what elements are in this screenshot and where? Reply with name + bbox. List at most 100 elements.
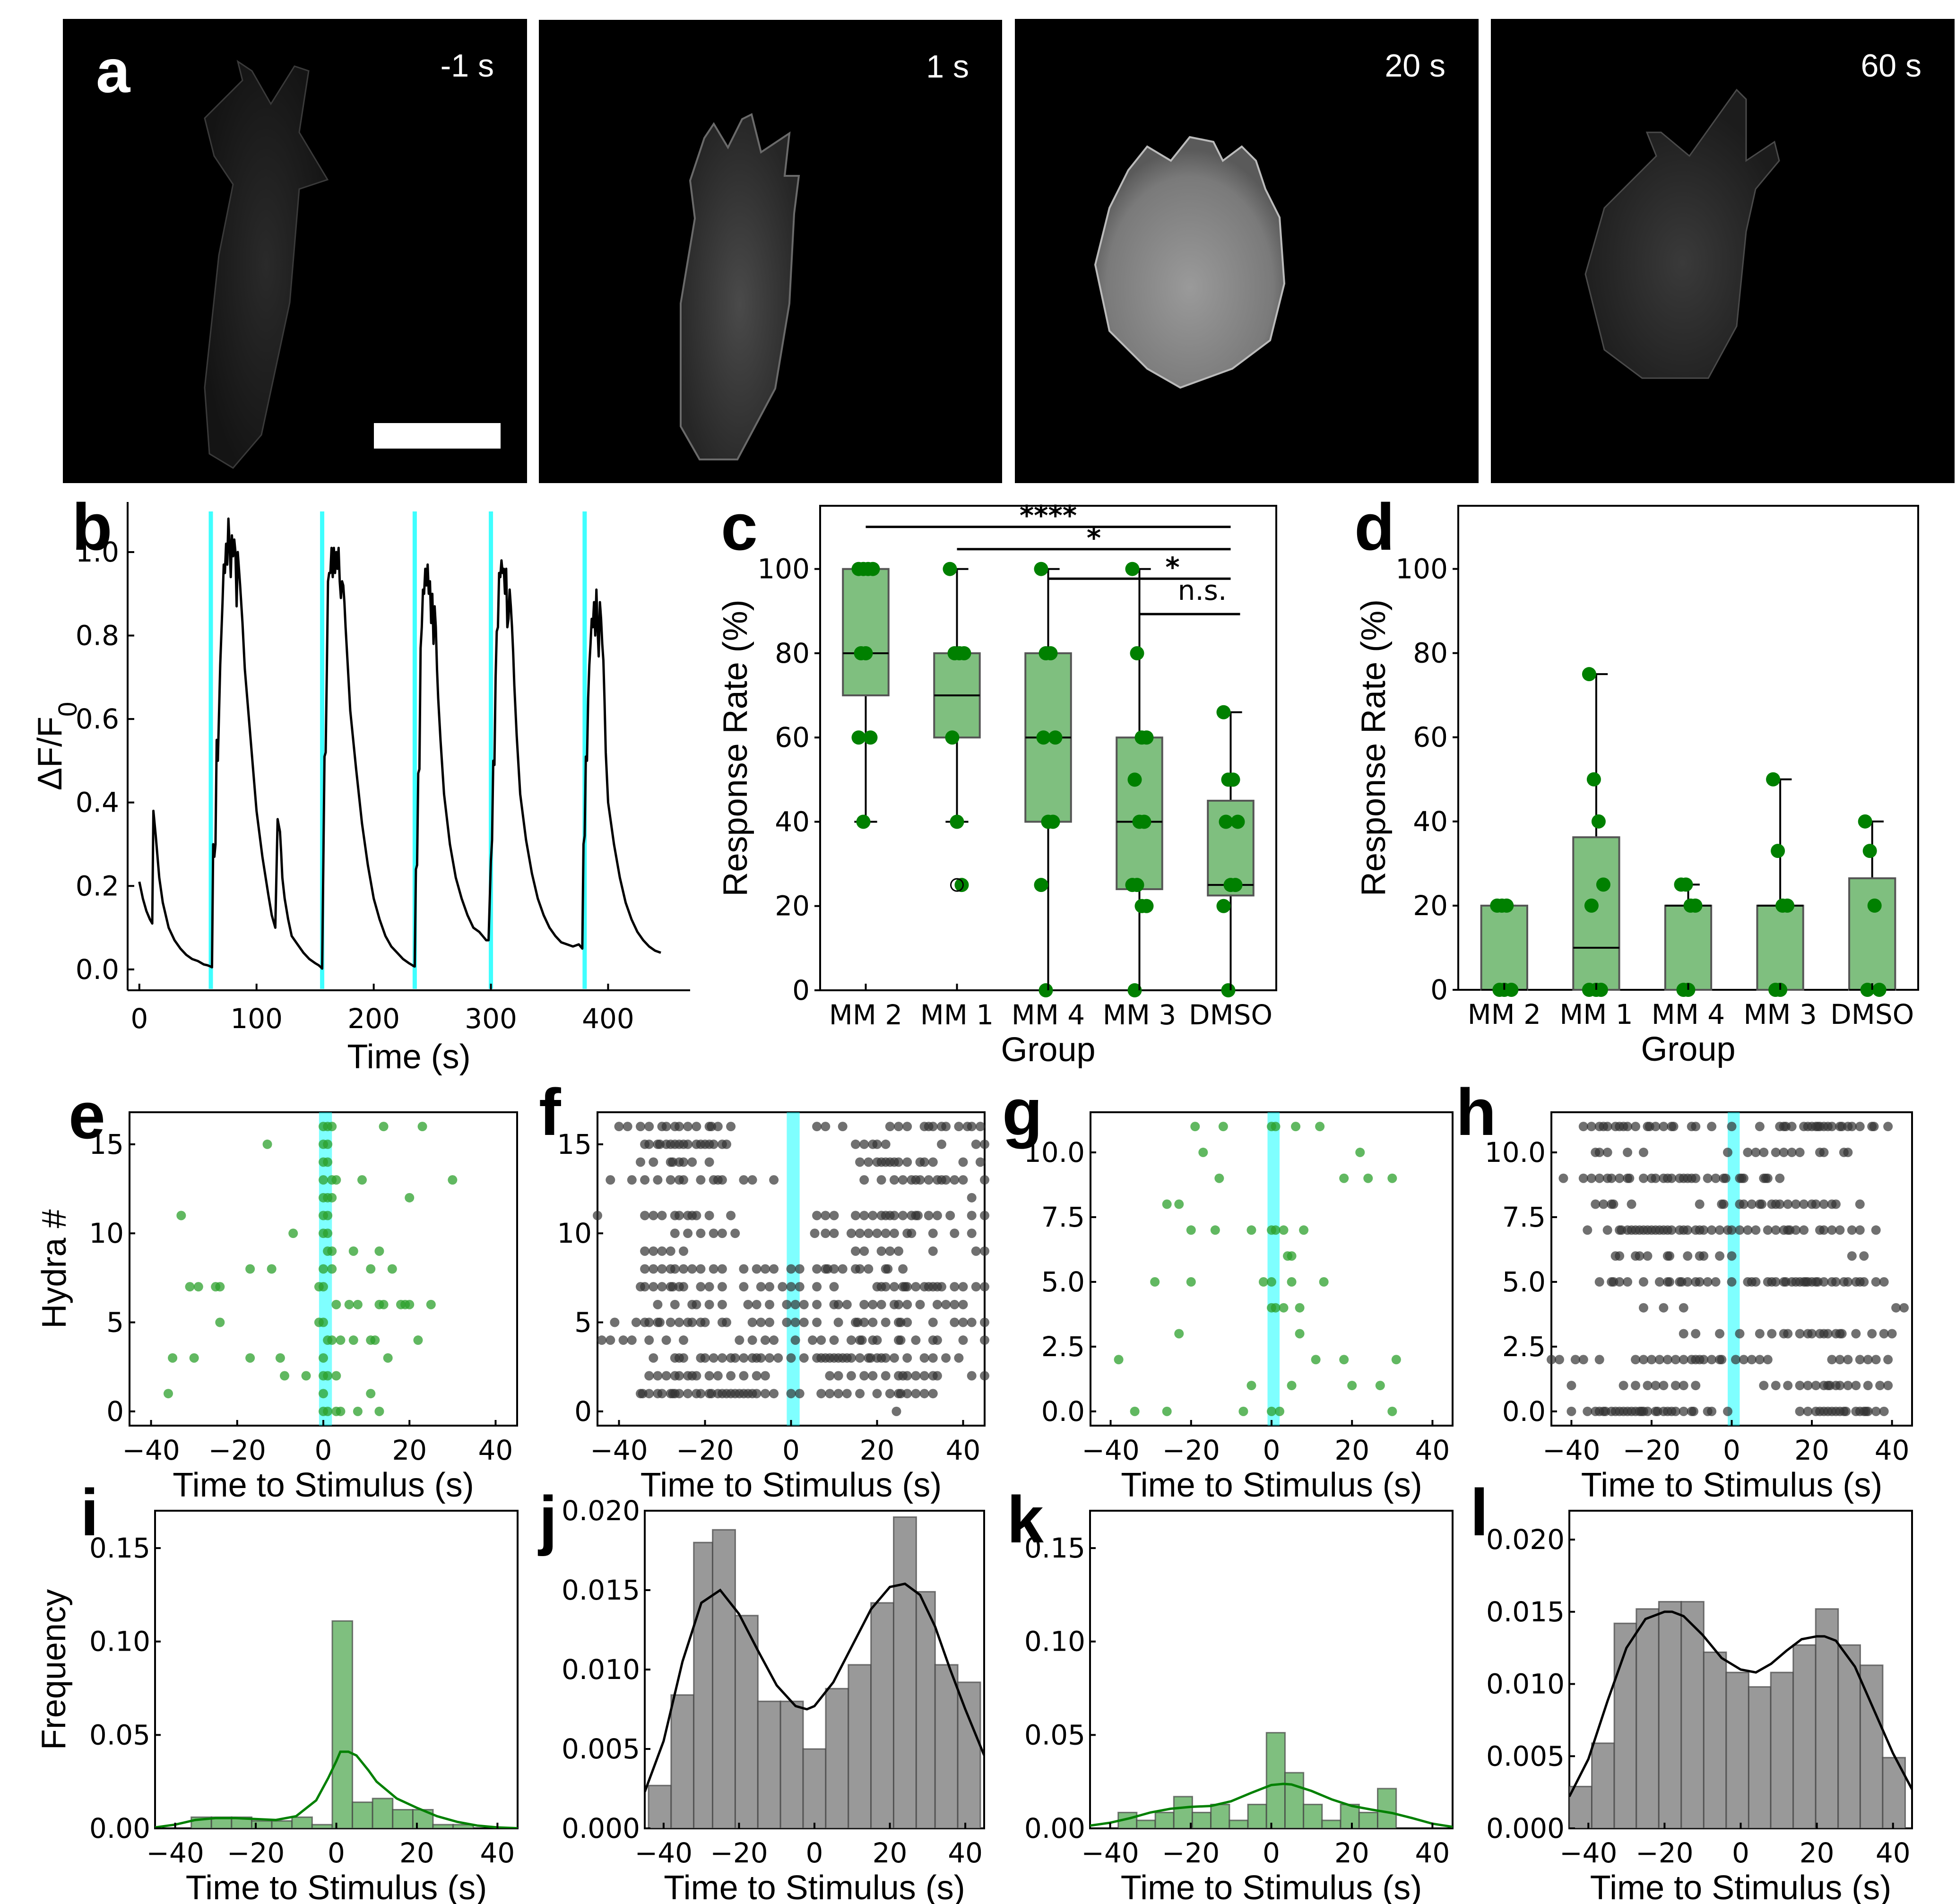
event-point xyxy=(958,1299,968,1309)
event-point xyxy=(704,1371,714,1381)
event-point xyxy=(1871,1355,1881,1365)
event-point xyxy=(739,1282,749,1292)
event-point xyxy=(932,1299,942,1309)
event-point xyxy=(1558,1173,1568,1183)
event-point xyxy=(366,1389,376,1399)
box-iqr xyxy=(1480,904,1528,991)
event-point xyxy=(670,1264,680,1274)
event-point xyxy=(245,1264,255,1274)
event-point xyxy=(864,1229,874,1238)
data-point xyxy=(1137,814,1151,829)
event-point xyxy=(323,1371,333,1381)
event-point xyxy=(821,1229,831,1238)
y-tick-label: 0.0 xyxy=(1041,1395,1085,1428)
y-tick-label: 0.10 xyxy=(89,1626,150,1658)
event-point xyxy=(739,1371,749,1381)
event-point xyxy=(674,1122,684,1132)
box-iqr xyxy=(1848,877,1896,991)
axes-j: −40 −20 0 20 40 0.000 0.005 0.010 0.015 0.020 Time… xyxy=(562,1495,985,1904)
event-point xyxy=(687,1264,697,1274)
x-tick-label: MM 3 xyxy=(1103,999,1176,1031)
x-axis-title: Time to Stimulus (s) xyxy=(1590,1869,1891,1904)
hydra-image-frame-1 xyxy=(204,60,329,469)
event-point xyxy=(812,1122,822,1132)
event-point xyxy=(348,1246,358,1256)
data-point xyxy=(1221,983,1236,997)
event-point xyxy=(245,1353,255,1363)
event-point xyxy=(1771,1381,1781,1391)
x-tick-label: 0 xyxy=(130,1003,148,1035)
event-point xyxy=(1186,1277,1196,1287)
event-point xyxy=(891,1406,901,1416)
histogram-bar xyxy=(734,1615,759,1828)
event-point xyxy=(1623,1122,1633,1132)
significance-label: **** xyxy=(1020,500,1077,532)
event-point xyxy=(331,1299,341,1309)
event-point xyxy=(280,1371,289,1381)
event-point xyxy=(1899,1303,1909,1313)
histogram-bar xyxy=(915,1591,936,1828)
event-point xyxy=(1727,1251,1737,1261)
event-point xyxy=(413,1335,423,1345)
histogram-bar xyxy=(712,1529,736,1828)
event-point xyxy=(1651,1173,1661,1183)
event-point xyxy=(1819,1199,1829,1209)
event-point xyxy=(1659,1122,1669,1132)
event-point xyxy=(649,1246,658,1256)
event-point xyxy=(649,1282,658,1292)
scale-bar xyxy=(374,423,501,449)
x-tick-label: −40 xyxy=(122,1434,180,1466)
event-point xyxy=(769,1335,779,1345)
event-point xyxy=(370,1335,380,1345)
event-point xyxy=(670,1229,680,1238)
event-point xyxy=(958,1282,968,1292)
x-tick-label: −20 xyxy=(1162,1434,1220,1466)
event-point xyxy=(713,1371,723,1381)
histogram-bar xyxy=(1770,1671,1794,1828)
y-tick-label: 0.05 xyxy=(1024,1719,1085,1751)
event-point xyxy=(189,1353,199,1363)
event-point xyxy=(872,1335,882,1345)
event-point xyxy=(902,1282,912,1292)
event-point xyxy=(700,1353,710,1363)
x-tick-label: 20 xyxy=(399,1837,434,1869)
x-tick-label: 200 xyxy=(347,1003,400,1035)
time-label-frame-2: 1 s xyxy=(926,49,969,85)
event-point xyxy=(971,1139,981,1149)
data-point xyxy=(1582,667,1596,682)
event-point xyxy=(1150,1277,1160,1287)
event-point xyxy=(679,1353,688,1363)
event-point xyxy=(653,1299,663,1309)
y-axis-title: Frequency xyxy=(35,1589,73,1750)
event-point xyxy=(769,1389,779,1399)
event-point xyxy=(405,1193,415,1203)
event-point xyxy=(846,1229,856,1238)
axes-l: −40 −20 0 20 40 0.000 0.005 0.010 0.015 0.020 Time… xyxy=(1486,1510,1913,1904)
event-point xyxy=(902,1371,912,1381)
event-point xyxy=(679,1282,688,1292)
data-point xyxy=(856,814,871,829)
x-axis-title: Time to Stimulus (s) xyxy=(664,1869,965,1904)
y-tick-label: 0.020 xyxy=(562,1495,640,1527)
data-point xyxy=(1860,983,1875,997)
event-point xyxy=(1387,1173,1397,1183)
image-frame-4: 60 s xyxy=(1491,19,1955,483)
event-point xyxy=(1583,1406,1592,1416)
event-point xyxy=(1727,1225,1737,1235)
event-point xyxy=(980,1335,989,1345)
y-axis-title: Hydra # xyxy=(35,1209,73,1328)
event-point xyxy=(1586,1122,1596,1132)
significance-bracket: * xyxy=(957,522,1231,554)
y-tick-label: 10.0 xyxy=(1485,1136,1546,1168)
event-point xyxy=(1739,1173,1748,1183)
event-point xyxy=(717,1229,727,1238)
event-point xyxy=(808,1335,817,1345)
event-point xyxy=(1214,1173,1224,1183)
event-point xyxy=(1835,1355,1845,1365)
hydra-image-frame-2 xyxy=(680,113,800,460)
x-tick-label: −20 xyxy=(208,1434,266,1466)
data-point xyxy=(1036,730,1051,745)
event-point xyxy=(790,1299,800,1309)
event-point xyxy=(1723,1406,1733,1416)
event-point xyxy=(1210,1225,1220,1235)
